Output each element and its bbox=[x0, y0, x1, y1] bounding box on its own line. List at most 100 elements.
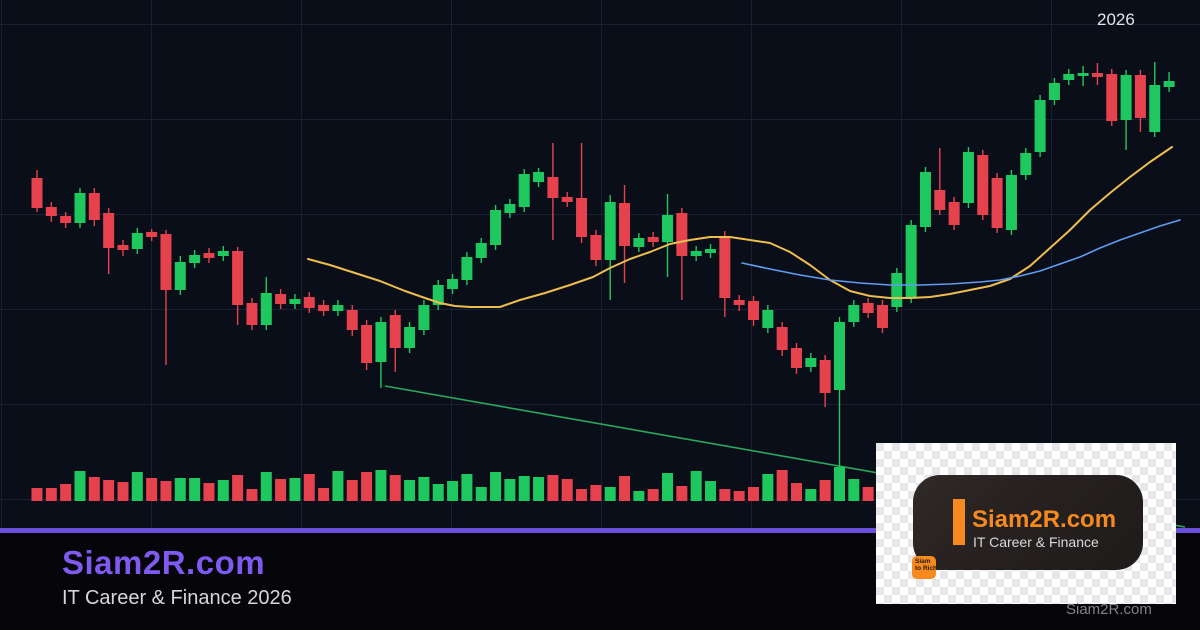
mini-logo-line1: Siam bbox=[915, 558, 931, 565]
volume-bar bbox=[174, 478, 186, 501]
candle-body bbox=[705, 249, 717, 253]
candle bbox=[1063, 69, 1075, 85]
candle bbox=[189, 250, 201, 268]
candle bbox=[275, 289, 287, 309]
candle bbox=[404, 322, 416, 353]
candle-body bbox=[203, 253, 215, 258]
candle-body bbox=[891, 273, 903, 307]
candle-body bbox=[977, 155, 989, 215]
volume-bar bbox=[504, 479, 516, 501]
volume-bar bbox=[833, 467, 845, 501]
candle-body bbox=[1048, 83, 1060, 100]
candle-body bbox=[619, 203, 631, 246]
candle-body bbox=[461, 257, 473, 280]
volume-bar bbox=[561, 479, 573, 501]
candle-body bbox=[533, 172, 545, 182]
volume-bar bbox=[518, 476, 530, 501]
candle bbox=[490, 205, 502, 250]
moving-average-slow bbox=[741, 219, 1181, 286]
candle-body bbox=[103, 213, 115, 248]
volume-bar bbox=[805, 489, 817, 501]
candle bbox=[977, 150, 989, 220]
candle-body bbox=[862, 303, 874, 313]
candle-body bbox=[1163, 81, 1175, 87]
candle-body bbox=[690, 251, 702, 256]
candle bbox=[790, 343, 802, 374]
candle bbox=[1005, 170, 1017, 235]
candle-body bbox=[576, 198, 588, 237]
candle bbox=[576, 143, 588, 243]
watermark: Siam2R.com bbox=[1066, 601, 1152, 618]
candle-body bbox=[934, 190, 946, 210]
candle bbox=[919, 167, 931, 232]
candle-body bbox=[948, 202, 960, 225]
candle bbox=[891, 268, 903, 312]
badge-title: Siam2R.com bbox=[972, 506, 1117, 533]
volume-bar bbox=[103, 480, 115, 501]
candle-body bbox=[962, 152, 974, 203]
candle bbox=[748, 296, 759, 326]
candle bbox=[246, 298, 258, 330]
candle-body bbox=[518, 174, 530, 207]
candle bbox=[160, 230, 172, 365]
volume-bar bbox=[619, 476, 631, 501]
candle-body bbox=[1077, 73, 1089, 76]
volume-bar bbox=[88, 477, 100, 501]
candle bbox=[1120, 70, 1132, 150]
candle-body bbox=[432, 285, 444, 305]
candle-body bbox=[1034, 100, 1046, 152]
volume-bar bbox=[776, 470, 788, 501]
candle-body bbox=[833, 322, 845, 390]
volume-bar bbox=[146, 478, 158, 501]
candle-body bbox=[404, 327, 416, 348]
volume-bar bbox=[733, 491, 745, 501]
volume-bar bbox=[404, 480, 416, 501]
volume-bar bbox=[45, 488, 57, 501]
candle-body bbox=[375, 322, 387, 362]
candle bbox=[762, 305, 774, 333]
candle bbox=[475, 238, 487, 263]
footer-brand-title: Siam2R.com bbox=[62, 544, 266, 581]
candle bbox=[1034, 95, 1046, 157]
volume-bar bbox=[217, 480, 229, 501]
logo-badge: Siam2R.com IT Career & Finance bbox=[913, 475, 1143, 570]
candle-body bbox=[31, 178, 43, 208]
candle-body bbox=[217, 251, 229, 256]
candle bbox=[1020, 148, 1032, 180]
candle-body bbox=[876, 305, 888, 328]
candle bbox=[962, 147, 974, 208]
candle bbox=[705, 244, 717, 258]
candle bbox=[232, 247, 244, 325]
candle bbox=[862, 298, 874, 318]
candle bbox=[647, 232, 659, 247]
volume-bar bbox=[590, 485, 602, 501]
candle bbox=[1091, 63, 1103, 85]
candle-body bbox=[346, 310, 358, 330]
candle-body bbox=[361, 325, 373, 363]
candle bbox=[1077, 66, 1089, 86]
volume-bar bbox=[447, 481, 459, 501]
candle bbox=[848, 300, 860, 327]
year-label: 2026 bbox=[1097, 10, 1135, 29]
volume-bar bbox=[303, 474, 315, 501]
candle bbox=[819, 355, 831, 407]
candle bbox=[518, 169, 530, 212]
candle-body bbox=[475, 243, 487, 258]
candle bbox=[346, 305, 358, 336]
volume-bar bbox=[676, 486, 688, 501]
candle-body bbox=[547, 177, 559, 198]
volume-bar bbox=[160, 481, 172, 501]
candle bbox=[1048, 78, 1060, 105]
candle-body bbox=[146, 232, 158, 237]
candle bbox=[561, 192, 573, 207]
candle-body bbox=[633, 238, 645, 247]
candle-body bbox=[604, 202, 616, 260]
volume-bar bbox=[762, 474, 774, 501]
candle-body bbox=[561, 197, 573, 202]
volume-bar bbox=[275, 479, 287, 501]
candle bbox=[318, 300, 330, 316]
candle bbox=[60, 212, 72, 228]
volume-bar bbox=[246, 489, 258, 501]
volume-bar bbox=[862, 487, 874, 501]
